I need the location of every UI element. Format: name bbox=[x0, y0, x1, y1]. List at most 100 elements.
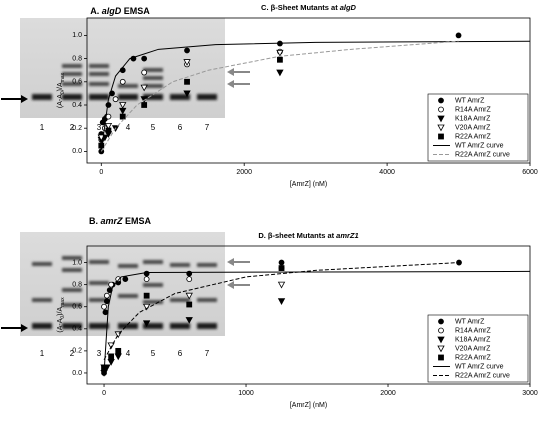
marker bbox=[102, 309, 109, 316]
x-tick-label: 3000 bbox=[522, 390, 538, 397]
marker bbox=[438, 327, 444, 334]
marker bbox=[122, 276, 129, 283]
fit-curve bbox=[100, 40, 531, 152]
marker bbox=[438, 354, 444, 361]
band bbox=[143, 260, 163, 264]
x-tick-label: 0 bbox=[99, 169, 103, 176]
legend-label: V20A AmrZ bbox=[455, 345, 491, 352]
band bbox=[89, 281, 109, 285]
band bbox=[118, 264, 138, 268]
marker bbox=[455, 32, 462, 39]
marker bbox=[143, 270, 150, 277]
gels: 1 2 3 4 5 6 7 1 2 3 4 5 6 7 bbox=[1, 18, 250, 358]
arrow-head bbox=[21, 95, 28, 103]
chart: D. β-sheet Mutants at amrZ1 [AmrZ] (nM) (A-… bbox=[57, 231, 538, 409]
marker bbox=[438, 133, 444, 140]
band bbox=[89, 298, 109, 302]
marker bbox=[276, 49, 284, 57]
y-tick-label: 0.0 bbox=[72, 370, 82, 377]
marker bbox=[437, 115, 445, 123]
marker bbox=[108, 281, 115, 288]
legend-box bbox=[427, 93, 529, 162]
x-axis-label: [AmrZ] (nM) bbox=[290, 181, 327, 188]
fit-curve bbox=[100, 40, 459, 152]
arrow-head bbox=[227, 68, 234, 76]
legend-label: R22A AmrZ bbox=[455, 354, 492, 361]
y-tick-label: 0.4 bbox=[72, 102, 82, 109]
band bbox=[62, 323, 82, 329]
legend-label: V20A AmrZ bbox=[455, 124, 491, 131]
band bbox=[118, 323, 138, 329]
band bbox=[197, 323, 217, 329]
y-axis-label: (A-A0)/Amax bbox=[57, 72, 66, 108]
marker bbox=[278, 259, 285, 266]
charts: C. β-Sheet Mutants at algD [AmrZ] (nM) (A-A… bbox=[57, 3, 538, 409]
lane-label: 4 bbox=[126, 123, 131, 132]
y-label-part: (A-A bbox=[57, 94, 64, 108]
marker bbox=[186, 301, 193, 308]
marker bbox=[186, 270, 193, 277]
arrow-head bbox=[227, 80, 234, 88]
band bbox=[62, 268, 82, 272]
lane-label: 7 bbox=[205, 349, 210, 358]
y-label-part: max bbox=[60, 297, 66, 307]
marker bbox=[437, 345, 445, 353]
arrow-head bbox=[227, 281, 234, 289]
band bbox=[62, 303, 82, 307]
lane-label: 3 bbox=[97, 123, 102, 132]
marker bbox=[108, 353, 115, 360]
marker bbox=[119, 78, 126, 85]
fit-curve bbox=[103, 262, 460, 360]
title-part: amrZ1 bbox=[336, 231, 359, 240]
band bbox=[32, 94, 52, 100]
marker bbox=[103, 292, 110, 299]
lane-label: 7 bbox=[205, 123, 210, 132]
band bbox=[62, 64, 82, 68]
chart-title: D. β-sheet Mutants at amrZ1 bbox=[258, 231, 358, 240]
y-tick-label: 0.8 bbox=[72, 281, 82, 288]
band bbox=[197, 94, 217, 100]
band bbox=[62, 256, 82, 260]
band bbox=[32, 323, 52, 329]
y-tick-label: 0.6 bbox=[72, 304, 82, 311]
marker bbox=[141, 102, 148, 108]
y-label-part: )/A bbox=[57, 82, 64, 91]
marker bbox=[186, 276, 193, 283]
x-tick-label: 1000 bbox=[238, 390, 254, 397]
y-tick-label: 1.0 bbox=[72, 259, 82, 266]
band bbox=[32, 298, 52, 302]
marker bbox=[105, 102, 112, 108]
band bbox=[89, 82, 109, 86]
band bbox=[118, 94, 138, 100]
y-label-part: max bbox=[60, 72, 66, 82]
plot-frame bbox=[86, 245, 531, 385]
marker bbox=[276, 69, 284, 77]
x-tick-label: 6000 bbox=[522, 169, 538, 176]
marker bbox=[437, 124, 445, 132]
marker bbox=[438, 106, 444, 113]
lane-label: 5 bbox=[151, 349, 156, 358]
gel-title: A. algD EMSA bbox=[90, 6, 150, 16]
plot-frame bbox=[86, 17, 531, 164]
title-part: algD bbox=[340, 3, 357, 12]
y-label-part: 0 bbox=[60, 316, 66, 319]
y-tick-label: 0.2 bbox=[72, 125, 82, 132]
lane-label: 3 bbox=[97, 349, 102, 358]
chart-title: C. β-Sheet Mutants at algD bbox=[261, 3, 357, 12]
band bbox=[89, 72, 109, 76]
band bbox=[143, 283, 163, 287]
marker bbox=[142, 303, 151, 311]
x-tick-label: 2000 bbox=[236, 169, 252, 176]
band bbox=[89, 323, 109, 329]
lane-label: 4 bbox=[126, 349, 131, 358]
x-axis-label: [AmrZ] (nM) bbox=[290, 402, 327, 409]
legend-label: WT AmrZ curve bbox=[455, 142, 504, 149]
legend-label: R14A AmrZ bbox=[455, 327, 492, 334]
band bbox=[143, 68, 163, 72]
y-tick-label: 1.0 bbox=[72, 32, 82, 39]
band bbox=[197, 298, 217, 302]
legend-label: R22A AmrZ curve bbox=[455, 151, 510, 158]
lane-label: 2 bbox=[70, 349, 75, 358]
marker bbox=[277, 298, 286, 306]
fit-curve bbox=[103, 270, 531, 373]
